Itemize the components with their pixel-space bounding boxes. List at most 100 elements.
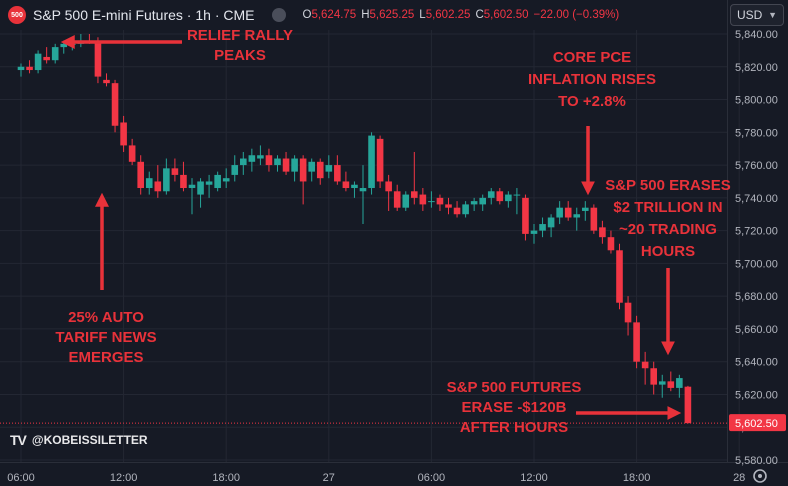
eye-icon[interactable] xyxy=(272,8,287,22)
candle-body xyxy=(325,165,333,172)
high-value: 5,625.25 xyxy=(369,9,415,21)
y-tick-label: 5,680.00 xyxy=(735,291,778,303)
candle-body xyxy=(419,194,427,205)
open-value: 5,624.75 xyxy=(311,9,357,21)
watermark-handle: @KOBEISSILETTER xyxy=(31,433,148,447)
annotation-relief-rally: RELIEF RALLY PEAKS xyxy=(187,27,293,64)
candle-body xyxy=(69,43,76,45)
candle xyxy=(522,194,529,241)
candle xyxy=(17,63,25,77)
candle xyxy=(573,207,581,231)
candle-body xyxy=(479,197,486,205)
candle-body xyxy=(470,201,478,205)
candle xyxy=(308,158,315,182)
candle-body xyxy=(342,181,350,189)
candle-body xyxy=(51,47,59,61)
gear-icon-ring xyxy=(753,469,767,483)
candle-body xyxy=(556,207,563,218)
candle-body xyxy=(684,386,692,424)
candle-body xyxy=(582,207,589,211)
candle-body xyxy=(368,135,375,189)
annotation-futures-erase: S&P 500 FUTURES ERASE -$120B AFTER HOURS xyxy=(447,379,582,436)
x-tick-label: 12:00 xyxy=(110,472,138,484)
annotation-text: $2 TRILLION IN xyxy=(613,199,722,216)
y-tick-label: 5,820.00 xyxy=(735,62,778,74)
candle-body xyxy=(599,227,606,238)
candle xyxy=(402,191,410,211)
chevron-down-icon: ▼ xyxy=(768,10,777,20)
candle xyxy=(351,181,358,198)
candle xyxy=(385,174,392,211)
price-axis[interactable]: 5,840.00 5,820.00 5,800.00 5,780.00 5,760.00… xyxy=(735,29,778,467)
low-value: 5,602.25 xyxy=(425,9,471,21)
candle-body xyxy=(633,322,640,362)
candle xyxy=(667,371,675,392)
x-tick-label: 28 xyxy=(733,472,745,484)
candle xyxy=(137,155,144,195)
candle xyxy=(607,230,615,254)
candle xyxy=(411,151,418,205)
candle-body xyxy=(222,178,230,182)
candle-body xyxy=(248,155,256,162)
candle-body xyxy=(274,158,281,166)
candle-body xyxy=(607,237,615,251)
annotation-text: HOURS xyxy=(641,243,695,260)
candle-body xyxy=(487,191,495,198)
candle xyxy=(513,188,521,215)
candle xyxy=(641,351,649,385)
candle xyxy=(103,73,110,87)
gear-icon-hub xyxy=(758,474,762,478)
y-tick-label: 5,640.00 xyxy=(735,357,778,369)
candle-body xyxy=(376,138,384,182)
candle-body xyxy=(120,122,127,146)
candle xyxy=(274,155,281,172)
ohlc-close: C5,602.50 xyxy=(475,9,528,21)
candle-body xyxy=(171,168,179,175)
candle xyxy=(26,60,33,74)
candle-body xyxy=(496,191,504,202)
candle-body xyxy=(530,230,538,234)
candle xyxy=(530,224,538,244)
symbol-title[interactable]: S&P 500 E-mini Futures · 1h · CME xyxy=(33,7,255,23)
candle-body xyxy=(658,381,666,385)
time-axis[interactable]: 06:0012:0018:002706:0012:0018:002806:001… xyxy=(7,472,788,484)
candle xyxy=(34,50,42,74)
gear-icon[interactable] xyxy=(753,469,767,483)
candle xyxy=(222,168,230,189)
candle xyxy=(539,217,546,238)
candle xyxy=(342,171,350,192)
candle-body xyxy=(667,381,675,388)
candle xyxy=(505,191,512,208)
close-value: 5,602.50 xyxy=(483,9,529,21)
candle xyxy=(163,158,170,195)
candle xyxy=(231,155,239,182)
candle-body xyxy=(316,161,324,179)
y-tick-label: 5,700.00 xyxy=(735,258,778,270)
candle xyxy=(111,79,119,133)
candle-body xyxy=(257,155,264,159)
candle xyxy=(154,165,162,198)
y-tick-label: 5,580.00 xyxy=(735,455,778,467)
annotation-text: EMERGES xyxy=(68,349,143,366)
candle-body xyxy=(393,191,401,208)
last-price-label: 5,602.50 xyxy=(735,418,778,430)
x-tick-label: 06:00 xyxy=(7,472,35,484)
y-tick-label: 5,800.00 xyxy=(735,95,778,107)
candle-body xyxy=(334,165,341,182)
x-tick-label: 18:00 xyxy=(623,472,651,484)
candle xyxy=(316,158,324,185)
candle-body xyxy=(214,174,221,189)
candle-body xyxy=(180,174,187,189)
annotation-core-pce: CORE PCE INFLATION RISES TO +2.8% xyxy=(528,49,656,110)
high-key: H xyxy=(361,9,370,21)
ohlc-high: H5,625.25 xyxy=(361,9,414,21)
candle xyxy=(94,37,102,84)
candle xyxy=(171,158,179,182)
annotation-text: TARIFF NEWS xyxy=(55,329,156,346)
currency-select[interactable]: USD ▼ xyxy=(730,4,784,26)
candle-body xyxy=(462,204,469,215)
candle xyxy=(487,188,495,205)
x-tick-label: 27 xyxy=(323,472,335,484)
annotation-text: ~20 TRADING xyxy=(619,221,717,238)
